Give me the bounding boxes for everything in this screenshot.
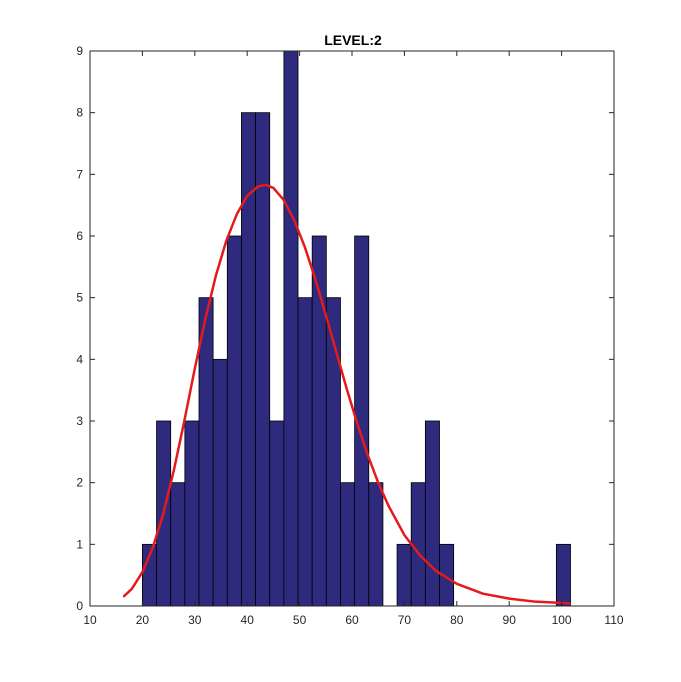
histogram-bar: [241, 112, 256, 607]
x-tick-label: 60: [345, 613, 359, 627]
histogram-bar: [368, 482, 384, 607]
x-tick-label: 110: [604, 613, 623, 627]
x-tick-label: 20: [136, 613, 150, 627]
y-tick-label: 9: [76, 44, 83, 58]
x-tick-label: 50: [293, 613, 307, 627]
histogram-bar: [424, 420, 440, 607]
x-tick-label: 30: [188, 613, 202, 627]
x-tick-label: 100: [552, 613, 572, 627]
histogram-bar: [340, 482, 356, 607]
histogram-bar: [226, 235, 242, 607]
histogram-bar: [283, 50, 299, 607]
bars-layer: [141, 50, 571, 607]
y-tick-label: 0: [76, 599, 83, 613]
x-tick-label: 10: [83, 613, 97, 627]
y-tick-label: 5: [76, 291, 83, 305]
fit-curve-line: [122, 183, 571, 605]
y-tick-label: 4: [76, 352, 83, 366]
y-tick-label: 1: [76, 537, 83, 551]
y-tick-label: 8: [76, 106, 83, 120]
histogram-bar: [184, 420, 200, 607]
histogram-bar: [555, 543, 571, 607]
histogram-bar: [269, 420, 285, 607]
histogram-bar: [212, 358, 228, 607]
axes-layer: 10 20 30 40 50 60 70 80 90 100 110 0 1 2 3 4 5 6 7 8 9: [76, 44, 624, 627]
x-tick-label: 40: [241, 613, 255, 627]
y-tick-label: 2: [76, 476, 83, 490]
histogram-bar: [396, 543, 412, 607]
histogram-bar: [170, 482, 186, 607]
histogram-bar: [410, 482, 426, 607]
x-tick-label: 80: [450, 613, 464, 627]
x-tick-label: 70: [398, 613, 412, 627]
y-tick-label: 7: [76, 167, 83, 181]
x-tick-label: 90: [503, 613, 517, 627]
histogram-bar: [297, 297, 313, 607]
y-tick-label: 6: [76, 229, 83, 243]
y-tick-label: 3: [76, 414, 83, 428]
chart-title: LEVEL:2: [324, 32, 382, 48]
fit-curve-layer: [122, 183, 571, 605]
